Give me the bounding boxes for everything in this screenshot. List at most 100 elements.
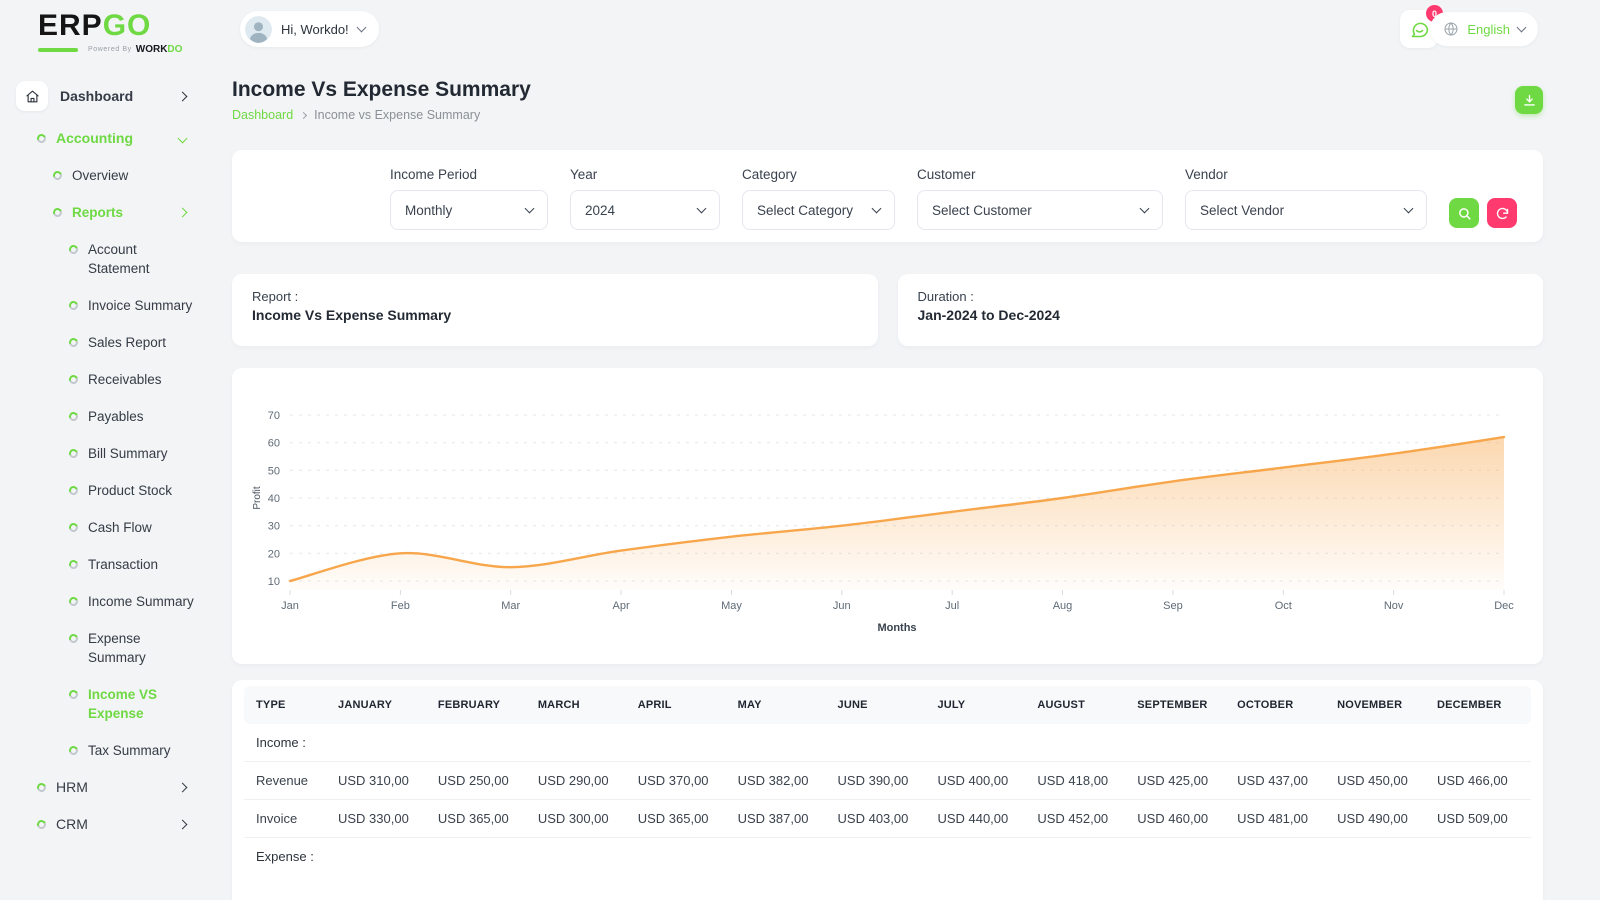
sidebar-item-crm[interactable]: CRM	[0, 806, 212, 843]
sidebar-item-account-statement[interactable]: Account Statement	[0, 231, 212, 287]
table-header-cell-january: JANUARY	[332, 686, 432, 724]
table-header-cell-march: MARCH	[532, 686, 632, 724]
table-header-cell-november: NOVEMBER	[1331, 686, 1431, 724]
filter-reset-button[interactable]	[1487, 198, 1517, 228]
report-table: TYPEJANUARYFEBRUARYMARCHAPRILMAYJUNEJULY…	[244, 686, 1531, 875]
avatar	[245, 16, 272, 43]
app-window: ERPGO Powered By WORKDO Hi, Workdo! 0 En…	[0, 0, 1600, 900]
customer-selected-value: Select Customer	[932, 203, 1032, 218]
amount-cell: USD 365,00	[432, 800, 532, 838]
vendor-selected-value: Select Vendor	[1200, 203, 1284, 218]
filter-label-year: Year	[570, 167, 720, 182]
sidebar-item-transaction[interactable]: Transaction	[0, 546, 212, 583]
sidebar-item-reports[interactable]: Reports	[0, 194, 212, 231]
bullet-icon	[68, 559, 80, 571]
page-title: Income Vs Expense Summary	[232, 78, 1543, 102]
bullet-icon	[68, 244, 80, 256]
filter-field-vendor: VendorSelect Vendor	[1185, 167, 1427, 230]
sidebar-item-label: Account Statement	[88, 240, 196, 278]
sidebar-item-label: Product Stock	[88, 481, 172, 500]
amount-cell: USD 382,00	[732, 762, 832, 800]
customer-select[interactable]: Select Customer	[917, 190, 1163, 230]
sidebar-item-accounting[interactable]: Accounting	[0, 120, 212, 157]
sidebar-item-product-stock[interactable]: Product Stock	[0, 472, 212, 509]
sidebar-item-income-summary[interactable]: Income Summary	[0, 583, 212, 620]
sidebar-item-expense-summary[interactable]: Expense Summary	[0, 620, 212, 676]
bullet-icon	[68, 689, 80, 701]
svg-text:May: May	[721, 600, 742, 612]
filter-fields: Income PeriodMonthlyYear2024CategorySele…	[390, 167, 1449, 230]
sidebar-item-label: Reports	[72, 203, 123, 222]
filter-field-year: Year 2024	[570, 167, 720, 230]
bullet-icon	[68, 300, 80, 312]
logo-subline: Powered By WORKDO	[38, 44, 218, 55]
svg-text:60: 60	[268, 438, 280, 450]
svg-text:Mar: Mar	[501, 600, 520, 612]
report-label: Report :	[252, 289, 858, 304]
sidebar-item-label: Bill Summary	[88, 444, 168, 463]
category-select[interactable]: Select Category	[742, 190, 895, 230]
erpgo-logo[interactable]: ERPGO Powered By WORKDO	[38, 10, 218, 55]
sidebar-item-cash-flow[interactable]: Cash Flow	[0, 509, 212, 546]
workdo-do-text: DO	[167, 44, 182, 55]
amount-cell: USD 250,00	[432, 762, 532, 800]
income-period-select[interactable]: Monthly	[390, 190, 548, 230]
sidebar-item-payables[interactable]: Payables	[0, 398, 212, 435]
chat-icon	[1409, 19, 1430, 40]
sidebar-item-label: Invoice Summary	[88, 296, 192, 315]
duration-card: Duration : Jan-2024 to Dec-2024	[898, 274, 1544, 346]
bullet-icon	[68, 374, 80, 386]
bullet-icon	[68, 522, 80, 534]
sidebar: DashboardAccounting Overview Reports Accoun…	[0, 72, 212, 900]
sidebar-item-invoice-summary[interactable]: Invoice Summary	[0, 287, 212, 324]
breadcrumb-dashboard-link[interactable]: Dashboard	[232, 108, 293, 122]
table-header-cell-july: JULY	[931, 686, 1031, 724]
table-card: TYPEJANUARYFEBRUARYMARCHAPRILMAYJUNEJULY…	[232, 680, 1543, 900]
svg-text:40: 40	[268, 493, 280, 505]
sidebar-item-overview[interactable]: Overview	[0, 157, 212, 194]
vendor-select[interactable]: Select Vendor	[1185, 190, 1427, 230]
bullet-icon	[68, 745, 80, 757]
profile-menu[interactable]: Hi, Workdo!	[240, 11, 379, 47]
svg-text:70: 70	[268, 410, 280, 422]
sidebar-item-receivables[interactable]: Receivables	[0, 361, 212, 398]
filter-search-button[interactable]	[1449, 198, 1479, 228]
chevron-right-icon	[178, 208, 188, 218]
report-value: Income Vs Expense Summary	[252, 307, 858, 323]
table-header-row: TYPEJANUARYFEBRUARYMARCHAPRILMAYJUNEJULY…	[244, 686, 1531, 724]
table-group-label: Expense :	[244, 838, 1531, 876]
amount-cell: USD 418,00	[1031, 762, 1131, 800]
sidebar-item-label: Overview	[72, 166, 128, 185]
bullet-icon	[68, 633, 80, 645]
svg-text:50: 50	[268, 465, 280, 477]
svg-text:Sep: Sep	[1163, 600, 1183, 612]
search-icon	[1457, 206, 1472, 221]
sidebar-item-label: Expense Summary	[88, 629, 196, 667]
amount-cell: USD 290,00	[532, 762, 632, 800]
year-select[interactable]: 2024	[570, 190, 720, 230]
language-selector[interactable]: English	[1430, 12, 1538, 46]
amount-cell: USD 509,00	[1431, 800, 1531, 838]
sidebar-item-income-vs-expense[interactable]: Income VS Expense	[0, 676, 212, 732]
amount-cell: USD 365,00	[632, 800, 732, 838]
sidebar-item-bill-summary[interactable]: Bill Summary	[0, 435, 212, 472]
sidebar-item-tax-summary[interactable]: Tax Summary	[0, 732, 212, 769]
svg-text:Nov: Nov	[1384, 600, 1404, 612]
duration-value: Jan-2024 to Dec-2024	[918, 307, 1524, 323]
sidebar-item-hrm[interactable]: HRM	[0, 769, 212, 806]
year-selected-value: 2024	[585, 203, 615, 218]
sidebar-item-dashboard[interactable]: Dashboard	[0, 72, 212, 120]
logo-go-text: GO	[103, 9, 152, 42]
table-header-cell-june: JUNE	[832, 686, 932, 724]
chevron-down-icon	[872, 204, 882, 214]
download-icon	[1522, 93, 1537, 108]
row-type-cell: Invoice	[244, 800, 332, 838]
workdo-work-text: WORK	[136, 44, 168, 55]
powered-by-text: Powered By	[88, 46, 132, 53]
income-expense-chart: 10203040506070ProfitJanFebMarAprMayJunJu…	[250, 388, 1525, 640]
download-button[interactable]	[1515, 86, 1543, 114]
summary-cards: Report : Income Vs Expense Summary Durat…	[232, 274, 1543, 346]
bullet-icon	[52, 170, 64, 182]
sidebar-item-sales-report[interactable]: Sales Report	[0, 324, 212, 361]
svg-text:Profit: Profit	[252, 486, 263, 510]
